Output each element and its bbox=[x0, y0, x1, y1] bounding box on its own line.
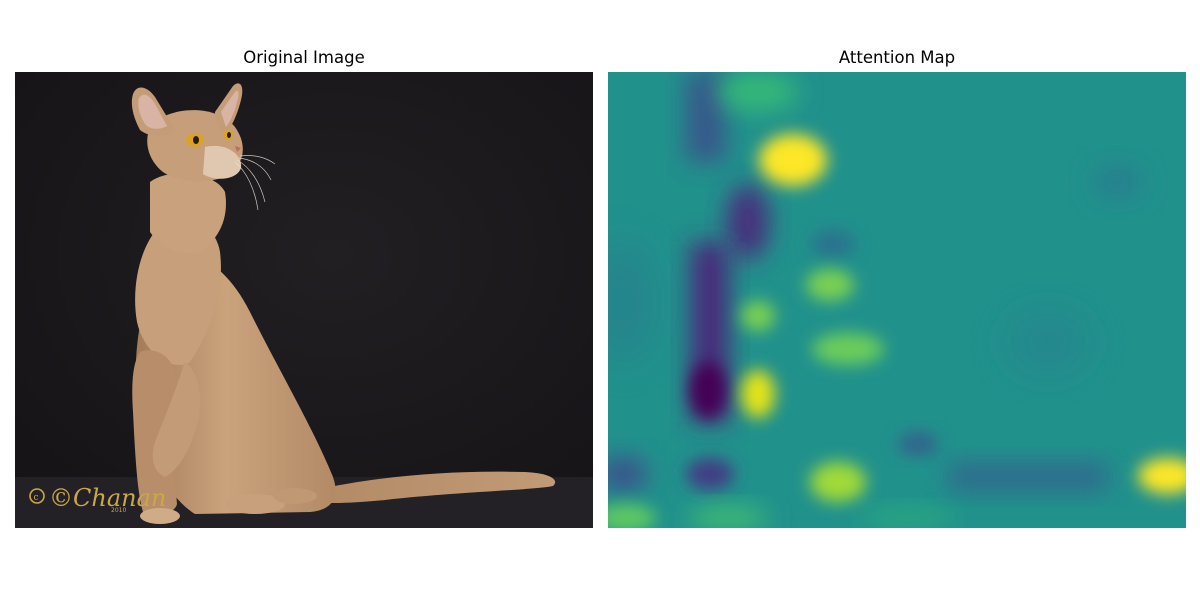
attention-map bbox=[608, 72, 1186, 528]
attention-map-title: Attention Map bbox=[838, 48, 956, 67]
svg-text:c: c bbox=[34, 493, 39, 503]
cat bbox=[131, 83, 556, 524]
photographer-signature: c ©Chanan 2010 bbox=[29, 484, 166, 514]
attention-mid-regions bbox=[608, 72, 958, 528]
signature-text: ©Chanan bbox=[49, 484, 166, 512]
original-image-title: Original Image bbox=[243, 48, 365, 67]
attention-high-regions bbox=[741, 134, 1186, 494]
attention-low-regions bbox=[608, 72, 1143, 492]
signature-year: 2010 bbox=[111, 507, 126, 514]
original-image: c ©Chanan 2010 bbox=[15, 72, 593, 528]
